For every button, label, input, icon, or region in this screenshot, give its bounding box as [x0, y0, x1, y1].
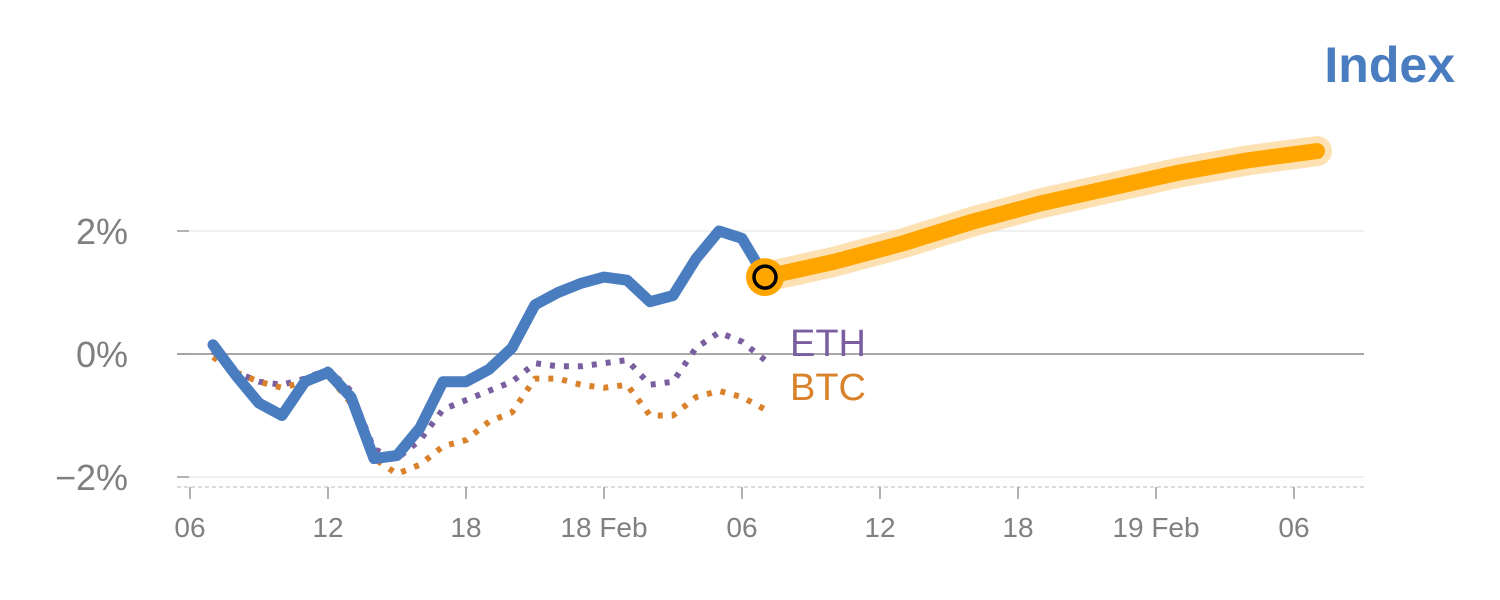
x-tick-label-6: 18 [1002, 512, 1033, 543]
y-tick-label-1: 0% [76, 334, 128, 375]
x-tick-label-1: 12 [312, 512, 343, 543]
series-label-btc: BTC [790, 367, 866, 409]
current-marker-ring [752, 264, 778, 290]
series-label-eth: ETH [790, 323, 866, 365]
series-layer [207, 136, 1332, 477]
y-tick-label-2: −2% [55, 457, 128, 498]
x-tick-label-7: 19 Feb [1112, 512, 1199, 543]
y-tick-label-0: 2% [76, 211, 128, 252]
x-tick-label-4: 06 [726, 512, 757, 543]
series-eth-line [210, 329, 767, 462]
x-tick-label-5: 12 [864, 512, 895, 543]
axis-layer: 2% 0% −2% 06 12 18 18 Feb 06 12 18 19 Feb 06 [55, 211, 1364, 543]
x-tick-label-8: 06 [1278, 512, 1309, 543]
x-tick-label-3: 18 Feb [560, 512, 647, 543]
series-forecast-line [757, 143, 1325, 286]
x-tick-label-0: 06 [174, 512, 205, 543]
grid-layer [177, 230, 1364, 478]
series-index-line [207, 225, 771, 465]
x-tick-label-2: 18 [450, 512, 481, 543]
chart-title: Index [1324, 37, 1455, 93]
